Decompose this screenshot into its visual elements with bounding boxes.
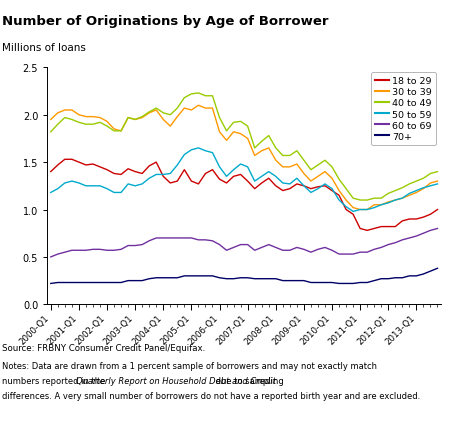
50 to 59 <box>294 176 300 181</box>
60 to 69 <box>48 255 54 260</box>
18 to 29 <box>351 212 356 217</box>
70+ <box>435 266 440 271</box>
Line: 70+: 70+ <box>51 269 437 284</box>
60 to 69 <box>343 252 349 257</box>
Legend: 18 to 29, 30 to 39, 40 to 49, 50 to 59, 60 to 69, 70+: 18 to 29, 30 to 39, 40 to 49, 50 to 59, … <box>371 73 436 146</box>
Text: Quarterly Report on Household Debt and Credit: Quarterly Report on Household Debt and C… <box>76 376 275 385</box>
40 to 49 <box>308 168 314 173</box>
50 to 59 <box>308 190 314 196</box>
Text: numbers reported in the: numbers reported in the <box>2 376 108 385</box>
50 to 59 <box>351 209 356 214</box>
70+ <box>301 279 306 284</box>
60 to 69 <box>55 252 60 257</box>
70+ <box>189 273 194 279</box>
50 to 59 <box>189 148 194 153</box>
70+ <box>287 279 292 284</box>
60 to 69 <box>189 236 194 241</box>
40 to 49 <box>55 122 60 127</box>
18 to 29 <box>294 182 300 187</box>
18 to 29 <box>364 228 370 233</box>
Text: Notes: Data are drawn from a 1 percent sample of borrowers and may not exactly m: Notes: Data are drawn from a 1 percent s… <box>2 361 377 370</box>
Line: 18 to 29: 18 to 29 <box>51 160 437 231</box>
50 to 59 <box>273 174 279 179</box>
18 to 29 <box>62 157 68 162</box>
Line: 30 to 39: 30 to 39 <box>51 106 437 210</box>
60 to 69 <box>301 247 306 252</box>
60 to 69 <box>287 248 292 253</box>
70+ <box>48 281 54 286</box>
50 to 59 <box>48 190 54 196</box>
70+ <box>343 281 349 286</box>
30 to 39 <box>273 158 279 164</box>
18 to 29 <box>55 163 60 168</box>
Text: Number of Originations by Age of Borrower: Number of Originations by Age of Borrowe… <box>2 15 329 28</box>
50 to 59 <box>435 182 440 187</box>
50 to 59 <box>55 187 60 192</box>
Text: Source: FRBNY Consumer Credit Panel/Equifax.: Source: FRBNY Consumer Credit Panel/Equi… <box>2 343 206 352</box>
70+ <box>55 280 60 285</box>
18 to 29 <box>196 182 201 187</box>
40 to 49 <box>196 91 201 96</box>
50 to 59 <box>357 207 363 213</box>
60 to 69 <box>266 242 271 248</box>
18 to 29 <box>273 184 279 189</box>
Line: 40 to 49: 40 to 49 <box>51 94 437 201</box>
30 to 39 <box>351 206 356 211</box>
Text: due to sampling: due to sampling <box>213 376 284 385</box>
50 to 59 <box>196 146 201 151</box>
40 to 49 <box>435 170 440 175</box>
Line: 60 to 69: 60 to 69 <box>51 229 437 257</box>
40 to 49 <box>273 146 279 151</box>
18 to 29 <box>435 207 440 213</box>
18 to 29 <box>48 170 54 175</box>
40 to 49 <box>294 149 300 154</box>
30 to 39 <box>435 179 440 184</box>
30 to 39 <box>55 111 60 116</box>
70+ <box>266 276 271 282</box>
Text: numbers reported in the                          due to sampling: numbers reported in the due to sampling <box>2 376 281 385</box>
30 to 39 <box>308 179 314 184</box>
30 to 39 <box>196 104 201 109</box>
30 to 39 <box>294 162 300 167</box>
30 to 39 <box>48 118 54 123</box>
30 to 39 <box>189 108 194 113</box>
40 to 49 <box>48 130 54 135</box>
Text: Millions of loans: Millions of loans <box>2 43 86 52</box>
40 to 49 <box>351 196 356 201</box>
40 to 49 <box>357 198 363 203</box>
Text: differences. A very small number of borrowers do not have a reported birth year : differences. A very small number of borr… <box>2 391 420 400</box>
40 to 49 <box>189 92 194 97</box>
Line: 50 to 59: 50 to 59 <box>51 149 437 212</box>
60 to 69 <box>435 226 440 231</box>
30 to 39 <box>357 207 363 213</box>
18 to 29 <box>308 187 314 192</box>
